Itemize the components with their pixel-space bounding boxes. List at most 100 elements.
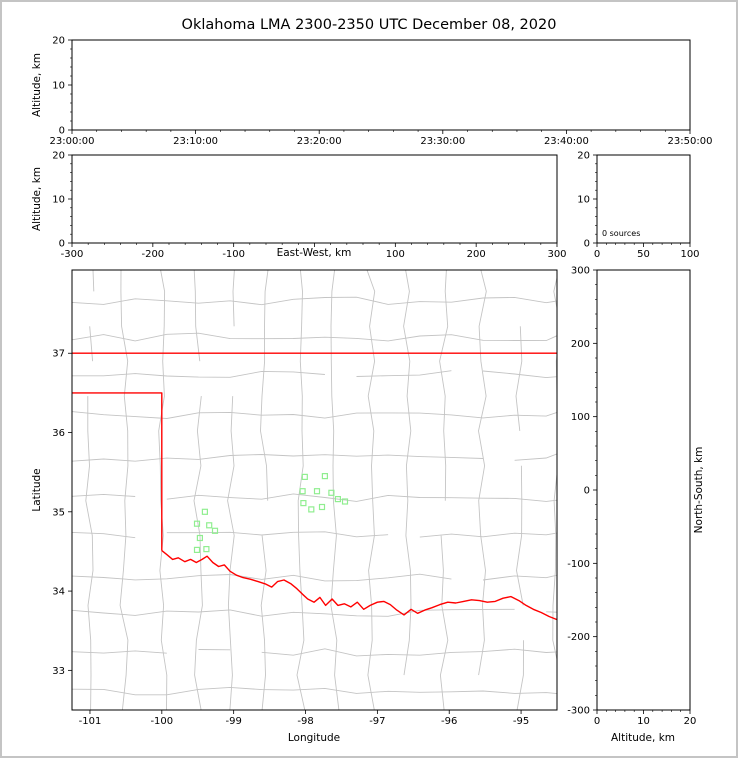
tick-label: 20 [577,151,590,162]
tick-label: 10 [637,716,650,727]
panel-map: -101 -100 -99 -98 -97 -96 -95 33 34 35 36 37 [52,269,558,727]
tick-label: 36 [52,428,65,439]
county-line [72,493,557,502]
ew-height-ylabel: Altitude, km [31,167,43,231]
county-line [72,573,557,582]
tick-label: 23:00:00 [50,136,95,147]
tick-label: 23:10:00 [173,136,218,147]
tick-label: 300 [547,249,566,260]
tick-label: 33 [52,666,65,677]
tick-label: -100 [222,249,245,260]
tick-label: -300 [61,249,84,260]
county-line [72,648,557,657]
tick-label: -97 [369,716,385,727]
station-marker [334,496,341,503]
ns-height-right-label: North-South, km [693,447,705,534]
source-count-annotation: 0 sources [602,229,640,238]
tick-label: 300 [571,266,590,277]
tick-label: 0 [59,126,65,137]
tick-label: 37 [52,349,65,360]
tick-label: 20 [52,151,65,162]
station-marker [328,489,335,496]
tick-label: 10 [577,195,590,206]
tick-label: -100 [567,559,590,570]
tick-label: 20 [52,36,65,47]
station-marker [206,522,213,529]
ns-height-xlabel: Altitude, km [611,732,675,744]
county-line [72,370,557,379]
state-border-line [161,550,557,621]
county-line [72,296,557,306]
tick-label: 35 [52,507,65,518]
county-line [72,411,557,419]
station-marker [321,473,328,480]
tick-label: -95 [513,716,529,727]
county-line [72,531,557,539]
lma-stations [193,473,349,554]
tick-label: -200 [567,632,590,643]
ew-height-xlabel: East-West, km [277,247,352,259]
county-line [119,270,129,710]
map-ylabel: Latitude [31,468,43,511]
tick-label: 10 [52,195,65,206]
figure-title: Oklahoma LMA 2300-2350 UTC December 08, … [182,17,557,33]
county-line [72,686,557,696]
tick-label: 200 [467,249,486,260]
county-line [193,270,203,710]
tick-label: 50 [637,249,650,260]
tick-label: -300 [567,706,590,717]
station-marker [196,534,203,542]
tick-label: 100 [680,249,699,260]
time-height-ylabel: Altitude, km [31,53,43,117]
tick-label: 23:30:00 [420,136,465,147]
tick-label: 0 [584,239,590,250]
county-boundaries [72,270,557,710]
county-line [72,332,557,342]
axes-frame [71,269,558,711]
station-marker [341,498,349,505]
county-line [85,270,95,710]
tick-label: -200 [141,249,164,260]
county-line [403,270,412,676]
tick-label: 100 [571,412,590,423]
station-marker [300,500,307,507]
tick-label: 0 [594,249,600,260]
tick-label: 0 [594,716,600,727]
tick-label: 23:40:00 [544,136,589,147]
tick-label: 200 [571,339,590,350]
station-marker [211,527,219,534]
tick-label: -96 [441,716,457,727]
station-marker [193,546,201,554]
station-marker [193,520,201,527]
tick-label: 34 [52,587,65,598]
tick-label: -101 [79,716,102,727]
panel-ew-height: -300 -200 -100 100 200 300 0 10 20 [52,151,566,261]
panel-ns-height: 0 10 20 300 200 100 0 -100 -200 -300 [567,266,696,728]
tick-label: 0 [59,239,65,250]
station-marker [308,506,315,513]
tick-label: -98 [297,716,313,727]
county-line [366,270,376,710]
county-line [439,270,449,710]
county-line [552,275,557,710]
tick-label: -99 [225,716,241,727]
county-line [72,453,557,462]
county-line [158,270,168,710]
tick-label: -100 [150,716,173,727]
county-line [227,270,235,710]
tick-label: 100 [386,249,405,260]
station-marker [313,488,321,495]
county-line [330,270,340,710]
county-line [72,608,557,617]
county-line [296,270,306,710]
panel-source-histogram: 0 50 100 0 10 20 [577,151,699,261]
station-marker [201,508,208,515]
state-border-line [72,392,163,551]
state-border [72,352,557,621]
tick-label: 0 [584,486,590,497]
station-marker [301,473,308,480]
map-xlabel: Longitude [288,732,340,744]
